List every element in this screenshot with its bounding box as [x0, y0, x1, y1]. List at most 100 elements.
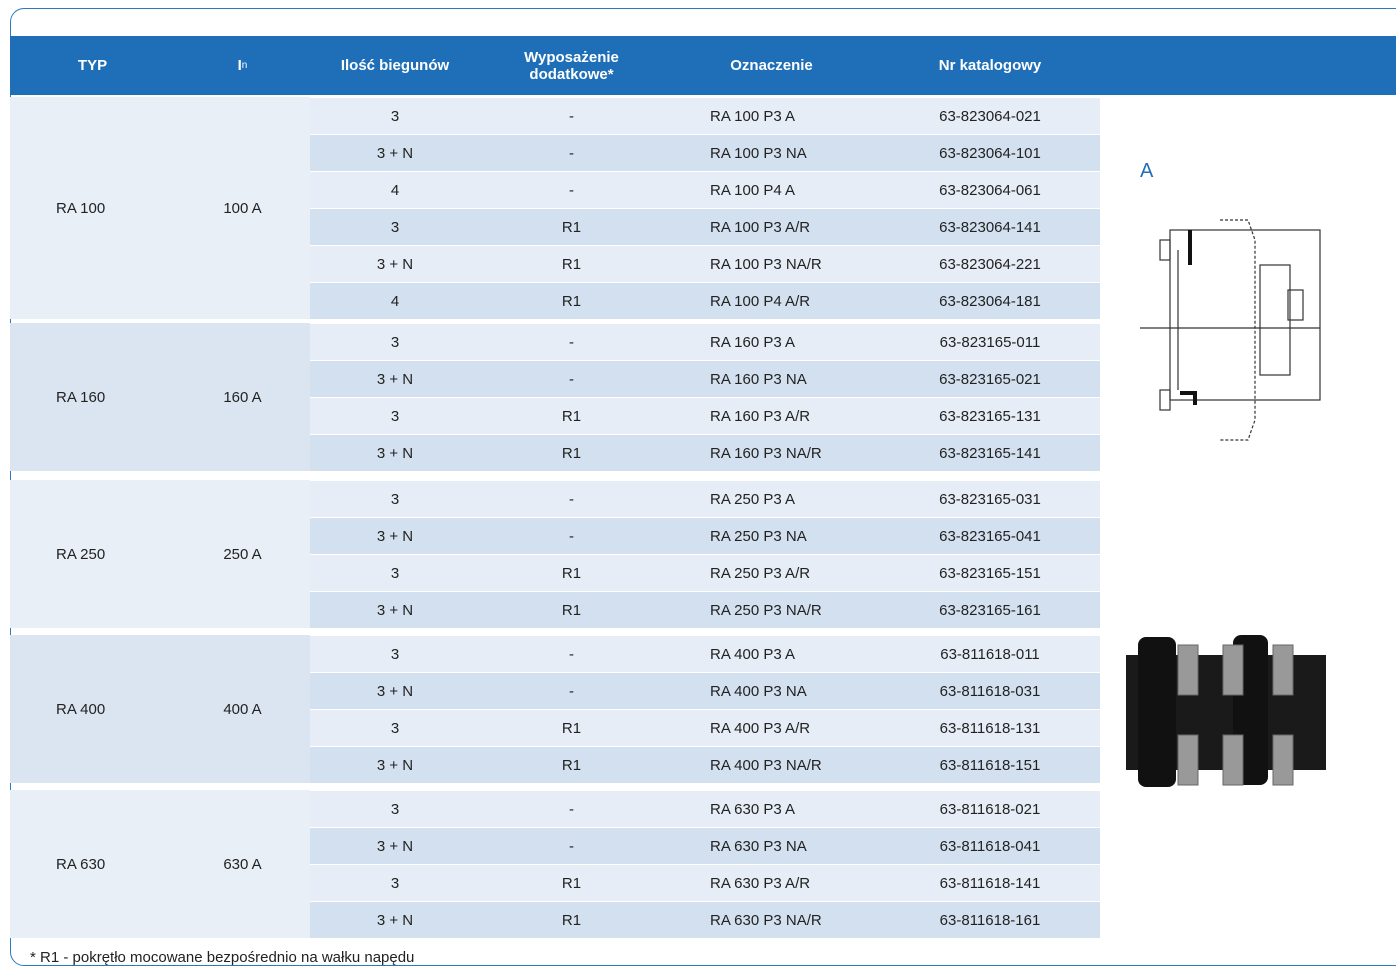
cell: 3 [310, 324, 480, 360]
cell: 63-811618-011 [880, 636, 1100, 672]
cell: RA 100 P4 A/R [663, 283, 880, 319]
cell: 3 + N [310, 435, 480, 471]
cell: 3 [310, 555, 480, 591]
header-cell: Wyposażenie dodatkowe* [480, 36, 663, 95]
cell: 3 [310, 791, 480, 827]
cell: RA 400 P3 A [663, 636, 880, 672]
cell: R1 [480, 283, 663, 319]
cell: 3 [310, 481, 480, 517]
cell: 3 + N [310, 673, 480, 709]
cell: RA 160 P3 A [663, 324, 880, 360]
cell: 3 [310, 710, 480, 746]
cell: - [480, 361, 663, 397]
cell: 63-823064-021 [880, 98, 1100, 134]
cell: 3 + N [310, 828, 480, 864]
cell: R1 [480, 398, 663, 434]
cell: 63-811618-021 [880, 791, 1100, 827]
header-cell: Ilość biegunów [310, 36, 480, 95]
cell: RA 100 P3 NA/R [663, 246, 880, 282]
cell: 63-811618-141 [880, 865, 1100, 901]
cell: 3 [310, 98, 480, 134]
cell: R1 [480, 209, 663, 245]
cell: 3 + N [310, 902, 480, 938]
cell: 3 + N [310, 246, 480, 282]
current-cell: 160 A [175, 323, 310, 471]
footnote: * R1 - pokrętło mocowane bezpośrednio na… [30, 946, 414, 968]
drawing [1120, 200, 1340, 450]
cell: - [480, 324, 663, 360]
cell: RA 400 P3 NA [663, 673, 880, 709]
header-sub: n [242, 57, 248, 74]
cell: RA 160 P3 NA/R [663, 435, 880, 471]
cell: 63-823165-041 [880, 518, 1100, 554]
cell: 63-823165-151 [880, 555, 1100, 591]
cell: RA 400 P3 A/R [663, 710, 880, 746]
cell: 63-811618-031 [880, 673, 1100, 709]
header-cell: Oznaczenie [663, 36, 880, 95]
cell: R1 [480, 865, 663, 901]
cell: 63-823165-021 [880, 361, 1100, 397]
cell: - [480, 673, 663, 709]
type-cell: RA 400 [10, 635, 175, 783]
cell: 63-823165-131 [880, 398, 1100, 434]
current-cell: 250 A [175, 480, 310, 628]
cell: 3 + N [310, 747, 480, 783]
cell: 63-823064-061 [880, 172, 1100, 208]
type-cell: RA 250 [10, 480, 175, 628]
cell: RA 630 P3 A/R [663, 865, 880, 901]
cell: - [480, 791, 663, 827]
cell: 63-823165-161 [880, 592, 1100, 628]
cell: 3 + N [310, 518, 480, 554]
cell: 3 + N [310, 361, 480, 397]
cell: 3 + N [310, 592, 480, 628]
type-cell: RA 160 [10, 323, 175, 471]
cell: 3 + N [310, 135, 480, 171]
current-cell: 400 A [175, 635, 310, 783]
cell: R1 [480, 555, 663, 591]
cell: RA 160 P3 A/R [663, 398, 880, 434]
cell: RA 250 P3 A [663, 481, 880, 517]
current-cell: 100 A [175, 97, 310, 319]
cell: R1 [480, 902, 663, 938]
cell: RA 100 P4 A [663, 172, 880, 208]
cell: 63-823165-141 [880, 435, 1100, 471]
cell: RA 100 P3 NA [663, 135, 880, 171]
cell: R1 [480, 246, 663, 282]
cell: 63-823064-101 [880, 135, 1100, 171]
type-cell: RA 630 [10, 790, 175, 938]
header-cell: TYP [10, 36, 175, 95]
cell: RA 630 P3 NA/R [663, 902, 880, 938]
cell: 63-823064-141 [880, 209, 1100, 245]
current-cell: 630 A [175, 790, 310, 938]
cell: 3 [310, 636, 480, 672]
cell: - [480, 828, 663, 864]
cell: 63-811618-161 [880, 902, 1100, 938]
cell: RA 630 P3 A [663, 791, 880, 827]
cell: - [480, 135, 663, 171]
figure-label: A [1140, 160, 1153, 183]
cell: RA 100 P3 A [663, 98, 880, 134]
photo [1118, 625, 1338, 800]
cell: RA 630 P3 NA [663, 828, 880, 864]
cell: 3 [310, 398, 480, 434]
cell: 63-823064-221 [880, 246, 1100, 282]
cell: 4 [310, 172, 480, 208]
cell: 4 [310, 283, 480, 319]
cell: R1 [480, 592, 663, 628]
cell: RA 160 P3 NA [663, 361, 880, 397]
page: TYPInIlość biegunówWyposażenie dodatkowe… [0, 0, 1396, 973]
cell: R1 [480, 710, 663, 746]
type-cell: RA 100 [10, 97, 175, 319]
cell: 63-823064-181 [880, 283, 1100, 319]
cell: RA 250 P3 NA [663, 518, 880, 554]
cell: 63-811618-131 [880, 710, 1100, 746]
cell: 63-823165-011 [880, 324, 1100, 360]
header-cell: Nr katalogowy [880, 36, 1100, 95]
cell: RA 250 P3 A/R [663, 555, 880, 591]
cell: R1 [480, 747, 663, 783]
cell: 63-823165-031 [880, 481, 1100, 517]
cell: 63-811618-041 [880, 828, 1100, 864]
cell: 3 [310, 865, 480, 901]
cell: - [480, 481, 663, 517]
cell: - [480, 636, 663, 672]
